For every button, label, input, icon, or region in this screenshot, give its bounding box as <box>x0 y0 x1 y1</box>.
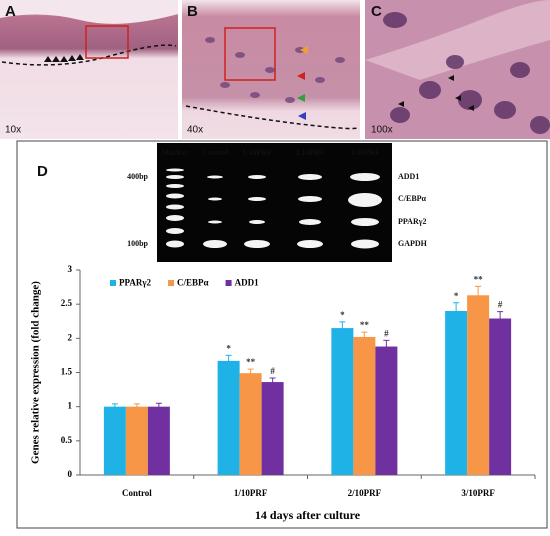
panel-label: D <box>37 163 48 180</box>
legend-swatch <box>110 280 116 286</box>
legend-swatch <box>168 280 175 286</box>
panel-a: A 10x <box>0 0 178 139</box>
bar <box>331 328 354 475</box>
y-tick-label: 3 <box>68 264 73 274</box>
y-tick-label: 0.5 <box>61 435 73 445</box>
size-marker: 100bp <box>127 239 148 248</box>
bar <box>147 406 170 475</box>
error-bar <box>339 321 346 335</box>
error-bar <box>453 302 460 320</box>
lane-label: Marker <box>162 148 189 157</box>
significance: # <box>384 328 389 338</box>
significance: # <box>498 300 503 310</box>
panel-label: C <box>371 3 382 20</box>
y-tick-label: 1.5 <box>61 367 73 377</box>
error-bar <box>269 377 276 387</box>
significance: * <box>454 291 459 301</box>
gel-labels: Marker Control 1/10PRF 2/10PRF 3/10PRF 400bp 1… <box>127 148 428 248</box>
bar <box>103 406 126 475</box>
y-axis-label: Genes relative expression (fold change) <box>30 281 42 464</box>
significance: ** <box>474 274 484 284</box>
y-tick-label: 1 <box>68 401 73 411</box>
legend-label: ADD1 <box>235 278 259 288</box>
y-tick-label: 2 <box>68 332 73 342</box>
x-tick-label: 2/10PRF <box>348 488 382 498</box>
size-marker: 400bp <box>127 172 148 181</box>
error-bar <box>225 354 232 367</box>
gene-label: C/EBPα <box>398 194 427 203</box>
bar <box>467 295 490 475</box>
panel-label: B <box>187 3 198 20</box>
bar <box>261 382 284 475</box>
lane-label: 1/10PRF <box>242 148 272 157</box>
panel-d-frame <box>16 140 548 529</box>
bar <box>489 318 512 475</box>
x-tick-label: Control <box>122 488 152 498</box>
y-tick-label: 2.5 <box>61 298 73 308</box>
chart: 0 0.5 1 1.5 2 2.5 3 Control 1/10PRF 2/10PRF 3/10PR… <box>30 264 536 522</box>
panel-b: B 40x <box>182 0 360 139</box>
bar <box>125 406 148 475</box>
legend-label: C/EBPα <box>177 278 209 288</box>
bar <box>239 373 262 475</box>
gene-label: PPARγ2 <box>398 217 426 226</box>
significance: * <box>226 343 231 353</box>
significance: ** <box>246 357 256 367</box>
legend-label: PPARγ2 <box>119 278 152 288</box>
error-bar <box>111 403 118 410</box>
magnification: 40x <box>187 125 203 136</box>
x-tick-label: 1/10PRF <box>234 488 268 498</box>
bar <box>217 360 240 475</box>
magnification: 10x <box>5 125 21 136</box>
panel-c: C 100x <box>365 0 550 139</box>
error-bar <box>475 285 482 305</box>
error-bar <box>383 339 390 354</box>
magnification: 100x <box>371 125 393 136</box>
bar <box>353 336 376 475</box>
gene-label: GAPDH <box>398 239 428 248</box>
x-tick-label: 3/10PRF <box>461 488 495 498</box>
error-bar <box>247 368 254 378</box>
error-bar <box>497 311 504 326</box>
error-bar <box>133 403 140 410</box>
legend-swatch <box>225 280 232 286</box>
lane-label: 2/10PRF <box>295 148 325 157</box>
error-bar <box>361 331 368 343</box>
y-tick-label: 0 <box>68 469 73 479</box>
lane-label: 3/10PRF <box>350 148 380 157</box>
bar <box>375 346 398 475</box>
error-bar <box>155 402 162 411</box>
gene-label: ADD1 <box>398 172 419 181</box>
panel-label: A <box>5 3 16 20</box>
x-axis-label: 14 days after culture <box>255 508 361 522</box>
significance: # <box>270 366 275 376</box>
gel-bands <box>166 168 382 249</box>
bar <box>445 311 468 475</box>
significance: * <box>340 310 345 320</box>
significance: ** <box>360 320 370 330</box>
lane-label: Control <box>202 148 229 157</box>
